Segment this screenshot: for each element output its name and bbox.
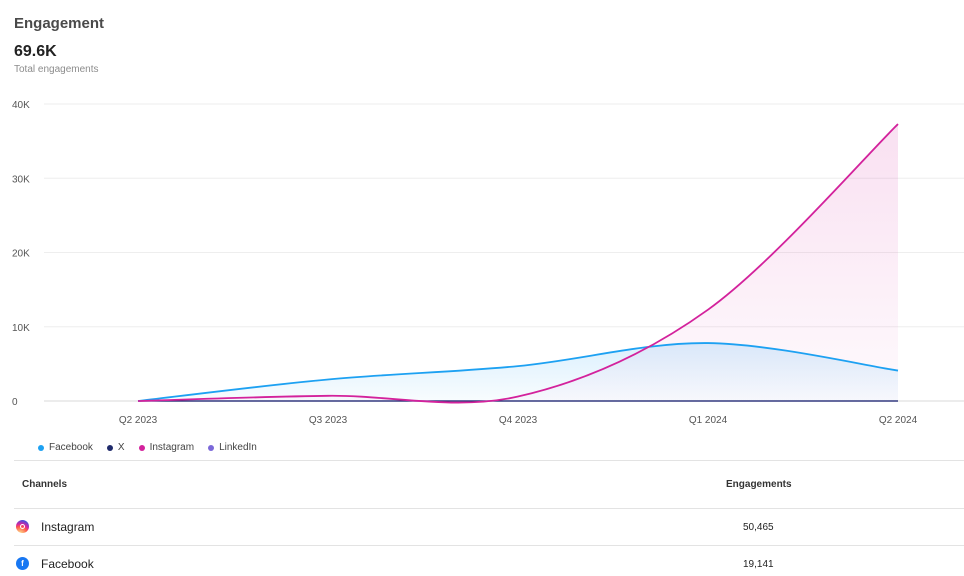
legend-swatch bbox=[138, 444, 145, 451]
channel-name: Instagram bbox=[41, 520, 95, 534]
x-tick-label: Q4 2023 bbox=[499, 415, 538, 426]
card-title: Engagement bbox=[14, 15, 105, 32]
engagement-chart[interactable]: 0 10K 20K 30K 40K Q2 2023 Q3 2023 Q4 2023 Q1 20… bbox=[0, 90, 964, 430]
series-line-facebook[interactable] bbox=[137, 342, 899, 402]
legend-item-instagram[interactable]: Instagram bbox=[138, 442, 195, 453]
facebook-icon: f bbox=[16, 557, 29, 570]
divider bbox=[14, 460, 964, 461]
series-area-instagram bbox=[138, 124, 898, 403]
y-tick-label: 10K bbox=[12, 323, 30, 334]
total-engagements-value: 69.6K bbox=[14, 43, 57, 60]
x-tick-label: Q2 2024 bbox=[879, 415, 918, 426]
series-area-facebook bbox=[138, 343, 898, 401]
legend-swatch bbox=[208, 444, 215, 451]
series-line-instagram[interactable] bbox=[137, 123, 899, 404]
instagram-icon bbox=[16, 520, 29, 533]
legend-label: X bbox=[117, 442, 125, 453]
legend-swatch bbox=[38, 444, 44, 451]
engagement-value: 50,465 bbox=[743, 522, 774, 533]
divider bbox=[14, 508, 964, 509]
channel-name: Facebook bbox=[41, 557, 94, 571]
legend-swatch bbox=[106, 444, 113, 451]
column-header-channels[interactable]: Channels bbox=[22, 479, 68, 490]
legend-label: Facebook bbox=[49, 442, 93, 453]
x-tick-label: Q3 2023 bbox=[309, 415, 348, 426]
y-tick-label: 20K bbox=[12, 249, 30, 260]
y-tick-label: 30K bbox=[12, 174, 30, 185]
x-tick-label: Q2 2023 bbox=[119, 415, 158, 426]
y-tick-label: 0 bbox=[12, 397, 18, 408]
legend-item-linkedin[interactable]: LinkedIn bbox=[208, 442, 257, 453]
legend-label: LinkedIn bbox=[219, 442, 257, 453]
table-row[interactable]: f Facebook 19,141 bbox=[0, 546, 964, 576]
x-tick-label: Q1 2024 bbox=[689, 415, 728, 426]
legend-label: Instagram bbox=[149, 442, 195, 453]
y-tick-label: 40K bbox=[12, 100, 30, 111]
total-engagements-label: Total engagements bbox=[14, 64, 99, 75]
legend-item-x[interactable]: X bbox=[106, 442, 125, 453]
legend-item-facebook[interactable]: Facebook bbox=[38, 442, 93, 453]
table-row[interactable]: Instagram 50,465 bbox=[0, 509, 964, 545]
column-header-engagements[interactable]: Engagements bbox=[726, 479, 792, 490]
engagement-value: 19,141 bbox=[743, 559, 774, 570]
chart-legend: Facebook X Instagram LinkedIn bbox=[38, 442, 257, 453]
divider bbox=[14, 545, 964, 546]
